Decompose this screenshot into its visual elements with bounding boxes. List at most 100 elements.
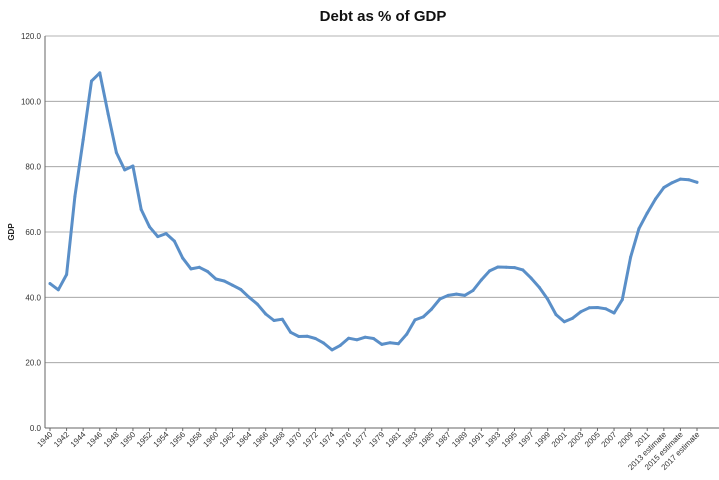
data-point-1958 xyxy=(197,265,201,269)
x-tick-label: 1954 xyxy=(152,430,171,449)
y-tick-label: 40.0 xyxy=(25,293,41,302)
data-point-1992 xyxy=(488,269,492,273)
x-tick-label: 1976 xyxy=(334,430,353,449)
x-tick-label: 1948 xyxy=(102,430,121,449)
data-point-2001 xyxy=(562,320,566,324)
data-point-1986 xyxy=(438,297,442,301)
data-point-1991 xyxy=(479,278,483,282)
data-points xyxy=(48,71,699,352)
data-point-1996 xyxy=(521,268,525,272)
data-point-1956 xyxy=(181,256,185,260)
data-point-1952 xyxy=(148,225,151,229)
x-tick-label: 1981 xyxy=(384,430,403,449)
data-point-1957 xyxy=(189,267,193,271)
data-point-1972 xyxy=(313,337,317,340)
data-point-1969 xyxy=(289,330,293,334)
x-tick-label: 1968 xyxy=(268,430,287,449)
data-point-1968 xyxy=(280,317,284,321)
x-tick-label: 1974 xyxy=(317,430,336,449)
data-point-1946 xyxy=(98,71,102,75)
data-point-1954 xyxy=(164,232,168,236)
data-point-1947 xyxy=(106,112,110,116)
data-point-1953 xyxy=(156,235,160,239)
data-point-1971 xyxy=(305,334,309,338)
data-point-2005 xyxy=(596,306,599,309)
data-point-2016-estimate xyxy=(687,178,691,182)
data-point-1963 xyxy=(239,288,243,291)
data-point-1990 xyxy=(471,289,475,292)
data-point-2003 xyxy=(579,310,583,314)
x-tick-label: 1970 xyxy=(284,430,303,449)
data-point-1973 xyxy=(322,341,326,345)
data-point-1989 xyxy=(463,293,467,297)
data-point-1959 xyxy=(206,270,210,273)
x-tick-label: 1956 xyxy=(168,430,187,449)
x-tick-label: 1962 xyxy=(218,430,237,449)
data-point-1988 xyxy=(454,292,458,296)
data-point-2004 xyxy=(587,306,591,310)
data-point-2002 xyxy=(571,316,575,320)
x-tick-label: 1993 xyxy=(483,430,502,449)
y-tick-label: 100.0 xyxy=(21,97,42,106)
data-point-1970 xyxy=(297,335,301,338)
data-point-1955 xyxy=(172,239,176,243)
y-tick-label: 120.0 xyxy=(21,32,42,41)
data-point-1983 xyxy=(413,318,417,322)
data-point-1960 xyxy=(214,277,218,281)
data-point-2014-estimate xyxy=(670,181,674,185)
x-tick-label: 1964 xyxy=(235,430,254,449)
data-point-1981 xyxy=(396,342,400,346)
data-point-2012 xyxy=(654,197,657,201)
data-point-1966 xyxy=(264,312,268,316)
x-tick-label: 1989 xyxy=(450,430,469,449)
data-point-TQ xyxy=(355,338,359,342)
data-point-1951 xyxy=(139,208,143,211)
data-point-2008 xyxy=(620,298,624,302)
x-tick-label: 1977 xyxy=(351,430,370,449)
data-point-1979 xyxy=(380,342,384,346)
data-point-1997 xyxy=(529,276,533,280)
data-point-2009 xyxy=(629,255,633,259)
data-point-2006 xyxy=(604,307,608,311)
x-tick-label: 2009 xyxy=(616,430,635,449)
y-tick-label: 20.0 xyxy=(25,359,41,368)
x-tick-label: 1950 xyxy=(118,430,137,449)
data-point-1974 xyxy=(330,348,334,352)
x-tick-label: 2005 xyxy=(583,430,602,449)
x-tick-label: 1966 xyxy=(251,430,270,449)
x-tick-label: 2001 xyxy=(550,430,569,449)
x-tick-label: 1944 xyxy=(69,430,88,449)
y-tick-label: 80.0 xyxy=(25,163,41,172)
data-point-1941 xyxy=(56,288,60,292)
data-point-1977 xyxy=(363,335,367,339)
x-tick-label: 2007 xyxy=(600,430,619,449)
data-point-1987 xyxy=(446,293,450,297)
x-tick-label: 1960 xyxy=(201,430,220,449)
data-point-1980 xyxy=(388,341,392,345)
data-point-2000 xyxy=(554,313,558,317)
data-point-2011 xyxy=(645,211,649,215)
x-tick-label: 1987 xyxy=(434,430,453,449)
data-point-1964 xyxy=(247,295,251,299)
data-point-1948 xyxy=(114,151,118,155)
data-point-1949 xyxy=(123,168,127,172)
data-point-1945 xyxy=(90,79,93,83)
data-point-1994 xyxy=(504,265,508,269)
x-tick-label: 1946 xyxy=(85,430,104,449)
data-point-2017-estimate xyxy=(695,180,699,184)
data-point-1943 xyxy=(73,194,77,198)
data-point-1944 xyxy=(81,138,85,142)
data-point-2007 xyxy=(612,311,616,315)
grid-lines xyxy=(45,35,719,364)
x-tick-label: 1972 xyxy=(301,430,320,449)
data-point-1995 xyxy=(513,266,516,270)
x-tick-label: 2003 xyxy=(566,430,585,449)
data-point-2010 xyxy=(637,227,641,231)
data-point-1967 xyxy=(272,319,276,322)
data-point-1962 xyxy=(231,283,234,287)
x-tick-label: 1995 xyxy=(500,430,519,449)
x-tick-label: 1985 xyxy=(417,430,436,449)
data-point-1982 xyxy=(405,332,409,336)
x-tick-label: 1958 xyxy=(185,430,204,449)
